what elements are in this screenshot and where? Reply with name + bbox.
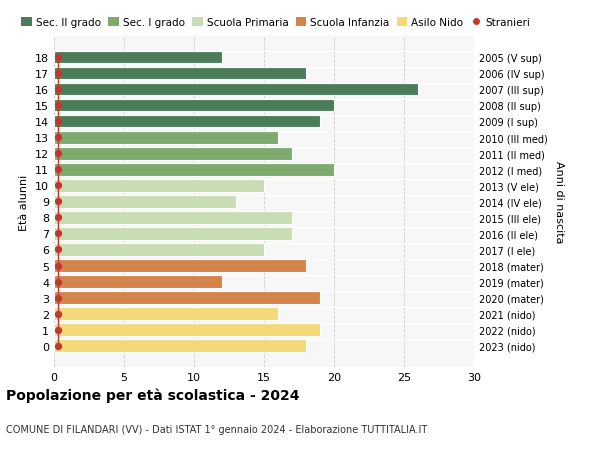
Bar	[54, 244, 264, 256]
Bar	[54, 228, 292, 240]
Y-axis label: Anni di nascita: Anni di nascita	[554, 161, 564, 243]
Bar	[54, 292, 320, 304]
Bar	[54, 180, 264, 192]
Bar	[54, 116, 320, 128]
Point	[53, 118, 63, 126]
Point	[53, 214, 63, 222]
Bar	[54, 340, 306, 352]
Y-axis label: Età alunni: Età alunni	[19, 174, 29, 230]
Bar	[54, 84, 418, 96]
Bar	[54, 164, 334, 176]
Legend: Sec. II grado, Sec. I grado, Scuola Primaria, Scuola Infanzia, Asilo Nido, Stran: Sec. II grado, Sec. I grado, Scuola Prim…	[22, 18, 530, 28]
Text: COMUNE DI FILANDARI (VV) - Dati ISTAT 1° gennaio 2024 - Elaborazione TUTTITALIA.: COMUNE DI FILANDARI (VV) - Dati ISTAT 1°…	[6, 425, 427, 435]
Point	[53, 230, 63, 238]
Bar	[54, 324, 320, 336]
Text: Popolazione per età scolastica - 2024: Popolazione per età scolastica - 2024	[6, 388, 299, 403]
Point	[53, 198, 63, 206]
Point	[53, 54, 63, 62]
Bar	[54, 132, 278, 144]
Bar	[54, 196, 236, 208]
Point	[53, 294, 63, 302]
Bar	[54, 276, 222, 288]
Point	[53, 134, 63, 142]
Point	[53, 278, 63, 285]
Point	[53, 150, 63, 157]
Point	[53, 86, 63, 94]
Bar	[54, 260, 306, 272]
Point	[53, 182, 63, 190]
Point	[53, 310, 63, 318]
Bar	[54, 308, 278, 320]
Point	[53, 102, 63, 110]
Bar	[54, 68, 306, 80]
Bar	[54, 212, 292, 224]
Point	[53, 262, 63, 269]
Bar	[54, 100, 334, 112]
Point	[53, 326, 63, 334]
Point	[53, 70, 63, 78]
Point	[53, 342, 63, 350]
Point	[53, 166, 63, 174]
Bar	[54, 148, 292, 160]
Point	[53, 246, 63, 254]
Bar	[54, 52, 222, 64]
